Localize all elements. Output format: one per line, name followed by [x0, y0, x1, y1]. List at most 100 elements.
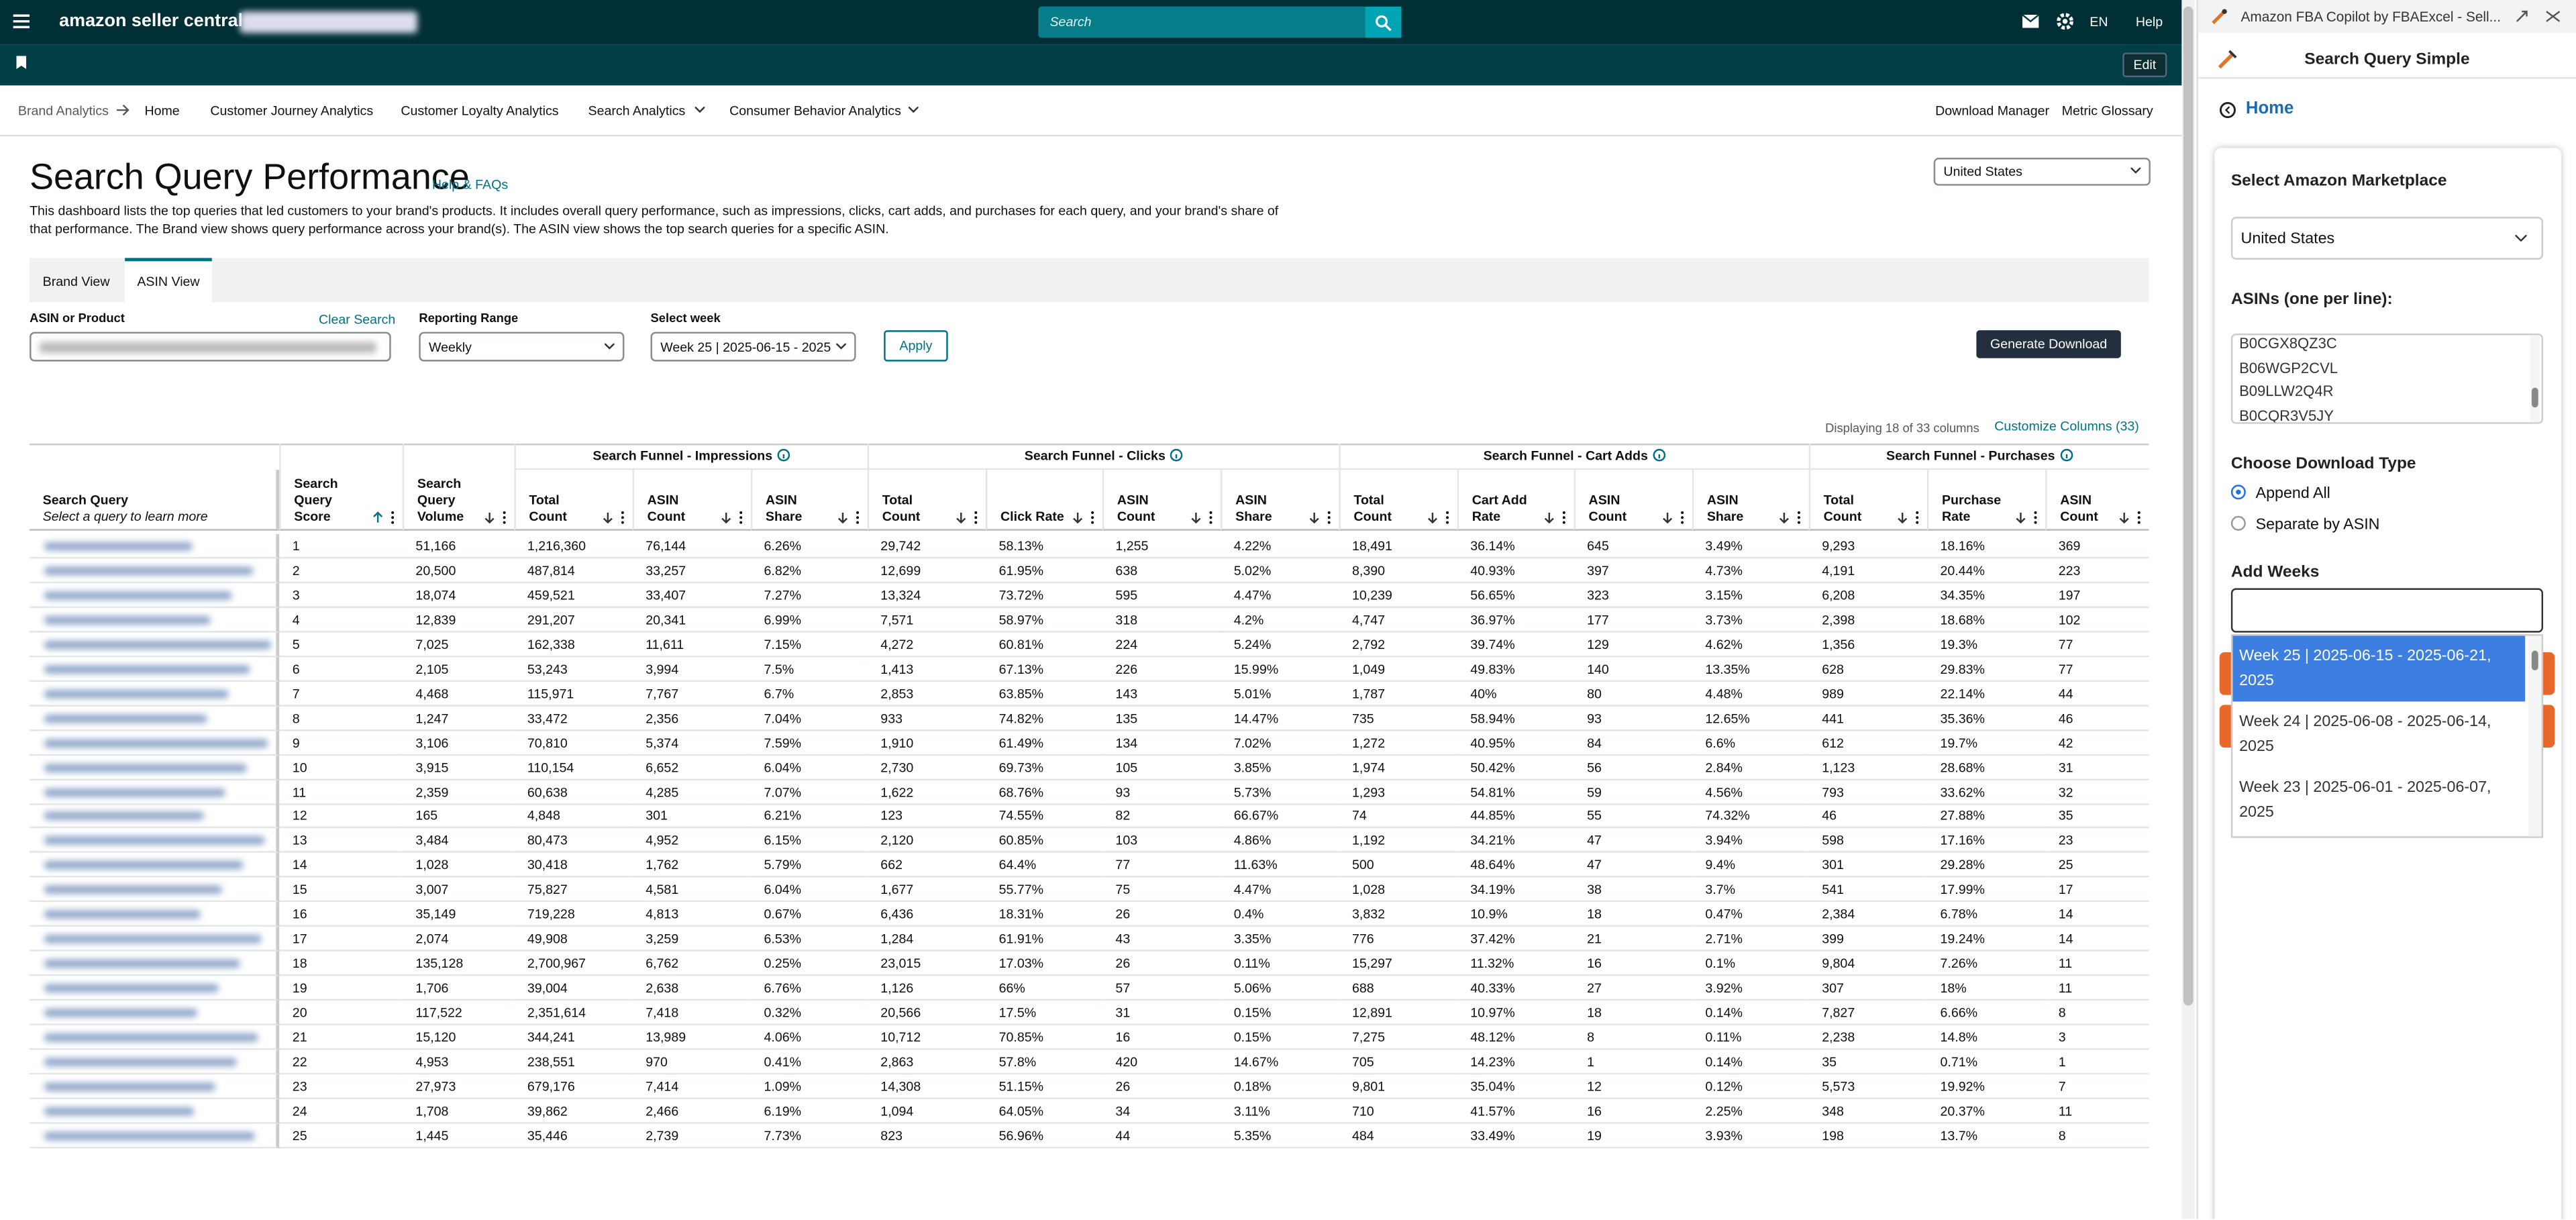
account-switcher[interactable] [240, 11, 417, 33]
column-header[interactable]: ASIN Share [1221, 470, 1339, 531]
sort-menu-icons[interactable] [1543, 511, 1569, 524]
marketplace-select[interactable]: United States [1933, 158, 2151, 186]
sort-menu-icons[interactable] [1896, 511, 1922, 524]
reporting-select[interactable]: Weekly [419, 332, 625, 362]
search-button[interactable] [1365, 6, 1402, 38]
search-box[interactable] [1038, 6, 1368, 38]
brand[interactable]: amazon seller central [59, 11, 244, 32]
query-cell[interactable] [30, 1025, 280, 1050]
panel-marketplace-select[interactable]: United States [2230, 217, 2544, 260]
query-cell[interactable] [30, 730, 280, 756]
column-header[interactable]: ASIN Count [1102, 470, 1221, 531]
query-cell[interactable] [30, 804, 280, 829]
column-header[interactable]: Search Query Score [279, 444, 403, 531]
sort-menu-icons[interactable] [1778, 511, 1804, 524]
week-option[interactable]: Week 24 | 2025-06-08 - 2025-06-14, 2025 [2239, 713, 2491, 756]
radio[interactable] [2230, 515, 2246, 531]
asin-scrollbar-thumb[interactable] [2531, 387, 2538, 408]
edit-button[interactable]: Edit [2122, 52, 2167, 78]
language[interactable]: EN [2090, 15, 2108, 30]
sort-menu-icons[interactable] [954, 511, 980, 524]
help[interactable]: Help [2135, 15, 2163, 30]
radio-label[interactable]: Separate by ASIN [2255, 515, 2380, 534]
query-cell[interactable] [30, 582, 280, 608]
query-cell[interactable] [30, 1074, 280, 1099]
scrollbar-thumb[interactable] [2183, 6, 2194, 1006]
query-cell[interactable] [30, 828, 280, 854]
sort-menu-icons[interactable] [1071, 511, 1097, 524]
column-header[interactable]: ASIN Count [1574, 470, 1692, 531]
customize-columns[interactable]: Customize Columns (33) [1994, 419, 2139, 434]
column-header[interactable]: ASIN Share [750, 470, 868, 531]
nav-link[interactable]: Metric Glossary [2061, 103, 2153, 119]
week-option[interactable]: Week 22 | 2025-05-25 - 2025-05-31 [2232, 833, 2525, 836]
nav-link[interactable]: Customer Loyalty Analytics [401, 103, 559, 119]
nav-link[interactable]: Search Analytics [588, 103, 686, 119]
query-cell[interactable] [30, 681, 280, 707]
weeks-input[interactable] [2230, 588, 2544, 633]
nav-link[interactable]: Consumer Behavior Analytics [729, 103, 901, 119]
breadcrumb[interactable]: Brand Analytics [17, 103, 109, 119]
menu-icon[interactable] [13, 13, 30, 30]
column-header[interactable]: ASIN Share [1692, 470, 1809, 531]
generate-download-button[interactable]: Generate Download [1976, 330, 2121, 358]
asin-input[interactable] [30, 332, 391, 362]
query-cell[interactable] [30, 558, 280, 584]
clear-search[interactable]: Clear Search [318, 312, 396, 327]
query-cell[interactable] [30, 1001, 280, 1025]
query-cell[interactable] [30, 779, 280, 805]
info-icon[interactable] [2060, 448, 2073, 462]
settings-icon[interactable] [2057, 13, 2073, 30]
query-cell[interactable] [30, 533, 280, 559]
column-header[interactable]: ASIN Count [2045, 470, 2149, 531]
query-cell[interactable] [30, 976, 280, 1001]
sort-menu-icons[interactable] [371, 511, 397, 524]
column-header[interactable]: Total Count [1808, 470, 1927, 531]
info-icon[interactable] [1170, 448, 1184, 462]
query-cell[interactable] [30, 1099, 280, 1124]
sort-menu-icons[interactable] [2118, 511, 2144, 524]
query-cell[interactable] [30, 656, 280, 682]
week-option[interactable]: Week 23 | 2025-06-01 - 2025-06-07, 2025 [2239, 778, 2491, 822]
column-header[interactable]: Click Rate [986, 470, 1102, 531]
panel-controls[interactable] [2514, 8, 2563, 24]
query-cell[interactable] [30, 632, 280, 657]
radio-label[interactable]: Append All [2255, 485, 2330, 503]
query-cell[interactable] [30, 853, 280, 878]
bookmark-icon[interactable] [16, 56, 27, 69]
column-header[interactable]: Cart Add Rate [1457, 470, 1574, 531]
home-icon[interactable] [2219, 102, 2236, 119]
asin-textarea[interactable]: B0CGX8QZ3C B06WGP2CVL B09LLW2Q4R B0CQR3V5JY [2230, 334, 2544, 424]
week-select[interactable]: Week 25 | 2025-06-15 - 2025 [650, 332, 856, 362]
query-cell[interactable] [30, 755, 280, 780]
query-cell[interactable] [30, 878, 280, 903]
weeks-scrollbar-thumb[interactable] [2531, 650, 2538, 670]
sort-menu-icons[interactable] [601, 511, 627, 524]
mail-icon[interactable] [2022, 15, 2039, 28]
query-cell[interactable] [30, 607, 280, 633]
radio-checked[interactable] [2230, 485, 2246, 500]
nav-link[interactable]: Customer Journey Analytics [210, 103, 374, 119]
sort-menu-icons[interactable] [483, 511, 509, 524]
tab[interactable]: Brand View [42, 274, 110, 289]
sort-menu-icons[interactable] [2014, 511, 2041, 524]
column-header[interactable]: Purchase Rate [1926, 470, 2046, 531]
sort-menu-icons[interactable] [719, 511, 745, 524]
home-link[interactable]: Home [2245, 98, 2294, 119]
sort-menu-icons[interactable] [1190, 511, 1216, 524]
nav-link[interactable]: Download Manager [1935, 103, 2049, 119]
sort-menu-icons[interactable] [1308, 511, 1334, 524]
sort-menu-icons[interactable] [836, 511, 862, 524]
nav-link[interactable]: Home [144, 103, 180, 119]
column-header[interactable]: Search Query Volume [402, 444, 515, 531]
column-header[interactable]: Total Count [514, 470, 633, 531]
column-header[interactable]: Total Count [867, 470, 986, 531]
info-icon[interactable] [1653, 448, 1666, 462]
query-cell[interactable] [30, 1050, 280, 1075]
query-cell[interactable] [30, 951, 280, 976]
query-cell[interactable] [30, 1123, 280, 1148]
week-option[interactable]: Week 25 | 2025-06-15 - 2025-06-21, 2025 [2232, 636, 2526, 702]
column-header[interactable]: Total Count [1339, 470, 1457, 531]
column-header[interactable]: ASIN Count [632, 470, 751, 531]
info-icon[interactable] [778, 448, 791, 462]
